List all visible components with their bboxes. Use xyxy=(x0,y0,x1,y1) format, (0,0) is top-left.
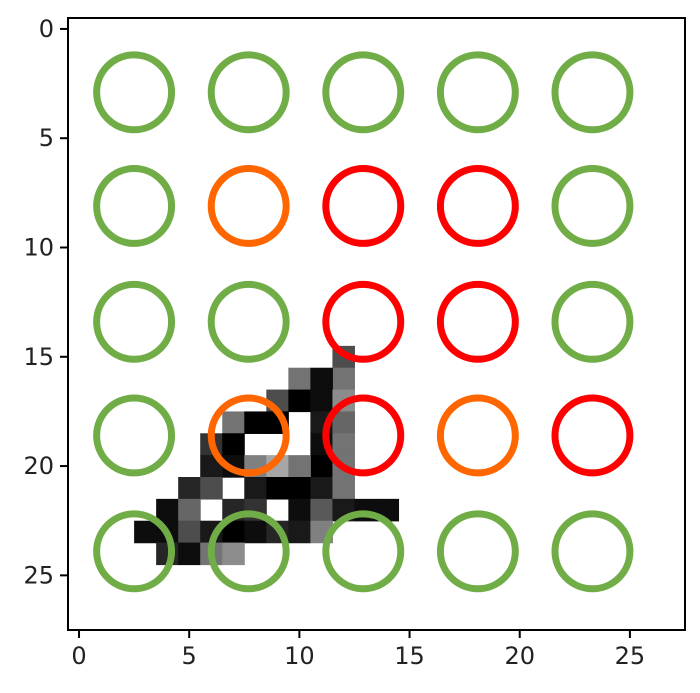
grid-circle xyxy=(322,394,405,477)
grid-circle xyxy=(322,510,405,593)
y-axis: 0 5 10 15 20 25 xyxy=(23,15,68,589)
image-pixel xyxy=(288,367,311,391)
y-tick-label: 15 xyxy=(23,343,54,371)
image-pixel xyxy=(156,498,179,522)
grid-circle xyxy=(207,165,290,247)
x-tick-label: 10 xyxy=(284,642,315,670)
grid-circle xyxy=(322,165,405,247)
grid-circle xyxy=(551,510,634,593)
grid-circle xyxy=(436,510,519,593)
grid-circle xyxy=(436,165,519,247)
y-tick-label: 25 xyxy=(23,561,54,589)
image-pixel xyxy=(244,520,267,544)
image-pixel xyxy=(310,389,333,413)
image-pixel xyxy=(310,498,333,522)
image-pixel xyxy=(332,411,355,434)
image-pixel xyxy=(288,477,311,500)
grid-circle xyxy=(207,510,290,593)
grid-circle xyxy=(322,51,405,134)
x-tick-label: 25 xyxy=(615,642,646,670)
grid-circle xyxy=(322,280,405,363)
image-pixel xyxy=(134,520,157,544)
grid-circle xyxy=(436,280,519,363)
image-pixel xyxy=(222,411,245,434)
plot-frame xyxy=(67,17,686,631)
image-pixel xyxy=(288,389,311,413)
image-pixel xyxy=(332,367,355,391)
image-pixel xyxy=(178,520,201,544)
y-tick-label: 0 xyxy=(39,15,54,43)
image-pixel xyxy=(178,542,201,566)
image-pixel xyxy=(310,367,333,391)
grid-circle xyxy=(436,51,519,134)
x-axis: 0 5 10 15 20 25 xyxy=(71,630,645,670)
grid-circle xyxy=(551,165,634,247)
x-tick-label: 20 xyxy=(504,642,535,670)
x-tick-label: 15 xyxy=(394,642,425,670)
circle-grid xyxy=(93,51,634,593)
image-pixel xyxy=(222,542,245,566)
image-pixel xyxy=(288,455,311,478)
x-tick-label: 0 xyxy=(71,642,86,670)
image-pixel xyxy=(178,498,201,522)
y-tick-label: 20 xyxy=(23,452,54,480)
image-pixel xyxy=(200,477,223,500)
y-tick-label: 5 xyxy=(39,124,54,152)
grid-circle xyxy=(93,51,176,134)
grid-circle xyxy=(436,394,519,477)
image-pixel xyxy=(332,433,355,456)
grid-circle xyxy=(207,51,290,134)
grid-circle xyxy=(93,394,176,477)
x-tick-label: 5 xyxy=(182,642,197,670)
grid-circle xyxy=(93,280,176,363)
image-pixel xyxy=(310,455,333,478)
image-pixel xyxy=(332,477,355,500)
image-pixel xyxy=(266,477,289,500)
grid-circle xyxy=(551,394,634,477)
digit-image xyxy=(134,345,400,566)
image-pixel xyxy=(222,520,245,544)
image-pixel xyxy=(244,411,267,434)
grid-circle xyxy=(551,51,634,134)
grid-circle xyxy=(93,165,176,247)
image-pixel xyxy=(288,498,311,522)
image-pixel xyxy=(222,433,245,456)
image-pixel xyxy=(288,520,311,544)
image-pixel xyxy=(310,477,333,500)
image-pixel xyxy=(244,477,267,500)
y-tick-label: 10 xyxy=(23,234,54,262)
grid-circle xyxy=(93,510,176,593)
image-pixel xyxy=(178,477,201,500)
grid-circle xyxy=(207,394,290,477)
grid-circle xyxy=(551,280,634,363)
grid-circle xyxy=(207,280,290,363)
